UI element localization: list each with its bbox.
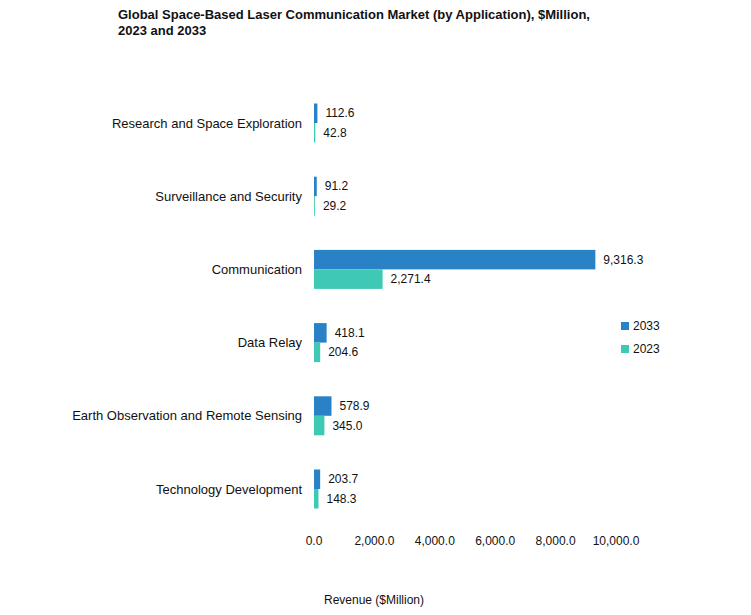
bar	[314, 196, 315, 216]
data-label: 418.1	[335, 326, 365, 340]
bar	[314, 123, 315, 143]
bar	[314, 269, 383, 289]
data-label: 42.8	[323, 126, 347, 140]
legend-swatch	[621, 322, 629, 330]
chart-svg: Research and Space Exploration Surveillan…	[0, 0, 751, 615]
tick-label: 0.0	[306, 534, 323, 548]
bar	[314, 104, 317, 124]
data-label: 29.2	[323, 199, 347, 213]
legend-label: 2023	[633, 342, 660, 356]
data-label: 203.7	[328, 472, 358, 486]
bar	[314, 396, 331, 416]
category-label: Technology Development	[156, 482, 302, 497]
data-label: 148.3	[326, 492, 356, 506]
data-label: 9,316.3	[603, 253, 643, 267]
bar	[314, 177, 317, 197]
bar	[314, 323, 327, 343]
category-label: Research and Space Exploration	[112, 116, 302, 131]
tick-label: 4,000.0	[415, 534, 455, 548]
category-label: Surveillance and Security	[155, 189, 302, 204]
data-label: 2,271.4	[391, 272, 431, 286]
tick-label: 2,000.0	[354, 534, 394, 548]
data-label: 204.6	[328, 345, 358, 359]
category-label: Data Relay	[238, 335, 303, 350]
bar	[314, 343, 320, 363]
category-label: Communication	[212, 262, 302, 277]
legend-swatch	[621, 345, 629, 353]
bar	[314, 250, 595, 270]
data-label: 112.6	[325, 106, 354, 120]
tick-label: 6,000.0	[475, 534, 515, 548]
chart-title: Global Space-Based Laser Communication M…	[118, 7, 603, 39]
tick-label: 10,000.0	[593, 534, 640, 548]
data-label: 91.2	[325, 179, 349, 193]
tick-label: 8,000.0	[536, 534, 576, 548]
bars	[314, 104, 595, 509]
category-label: Earth Observation and Remote Sensing	[72, 408, 302, 423]
bar	[314, 489, 318, 509]
data-label: 345.0	[332, 419, 362, 433]
bar	[314, 470, 320, 490]
axis-label: Revenue ($Million)	[324, 593, 424, 607]
bar	[314, 416, 324, 436]
data-label: 578.9	[339, 399, 369, 413]
legend-label: 2033	[633, 319, 660, 333]
